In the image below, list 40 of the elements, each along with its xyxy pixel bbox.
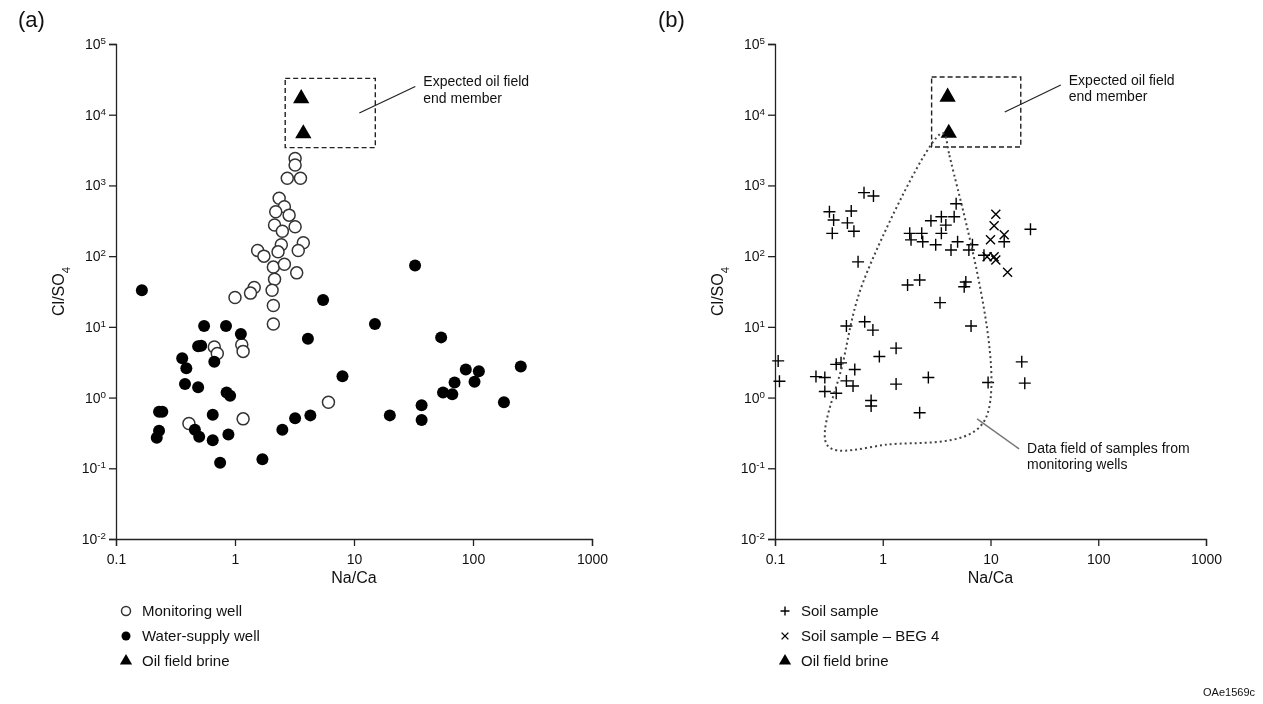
y-tick-label: 10$^{5}$: [743, 34, 766, 52]
x-tick-label: 100: [461, 551, 486, 568]
annotation: Expected oil field end member: [423, 73, 530, 106]
y-tick-label: 10$^{-2}$: [81, 529, 106, 547]
y-tick-label: 10$^{2}$: [84, 246, 106, 265]
x-tick-label: 1000: [1190, 551, 1223, 568]
x-tick-label: 0.1: [106, 551, 127, 568]
y-tick-label: 10$^{4}$: [84, 105, 107, 123]
legend-label: Soil sample: [801, 602, 879, 620]
y-tick-label: 10$^{4}$: [743, 105, 766, 123]
y-tick-label: 10$^{0}$: [743, 388, 766, 406]
x-tick-label: 1: [231, 551, 240, 568]
text: OAe1569c: [1203, 686, 1256, 698]
x-axis-title: Na/Ca: [967, 569, 1014, 586]
y-tick-label: 10$^{1}$: [743, 317, 765, 335]
y-tick-label: 10$^{1}$: [84, 317, 106, 335]
x-tick-label: 1000: [576, 551, 609, 568]
y-tick-label: 10$^{-1}$: [81, 458, 106, 477]
chart-title: (b): [658, 7, 685, 32]
chart-title: (a): [18, 7, 45, 32]
legend-label: Monitoring well: [142, 602, 243, 620]
legend-label: Oil field brine: [142, 652, 230, 670]
x-tick-label: 0.1: [765, 551, 786, 568]
y-tick-label: 10$^{3}$: [743, 175, 766, 194]
legend-label: Oil field brine: [801, 652, 889, 670]
y-tick-label: 10$^{5}$: [84, 34, 107, 52]
y-tick-label: 10$^{2}$: [743, 246, 765, 265]
x-tick-label: 1: [879, 551, 888, 568]
x-tick-label: 10: [346, 551, 363, 568]
legend-label: Water-supply well: [142, 627, 260, 645]
annotation: Data field of samples from monitoring wells: [1027, 439, 1190, 473]
y-tick-label: 10$^{3}$: [84, 175, 107, 194]
x-tick-label: 10: [983, 551, 999, 568]
y-tick-label: 10$^{-2}$: [740, 529, 765, 547]
y-tick-label: 10$^{-1}$: [740, 458, 765, 477]
x-axis-title: Na/Ca: [331, 569, 377, 586]
annotation: Expected oil field end member: [1068, 72, 1175, 105]
y-tick-label: 10$^{0}$: [84, 388, 107, 406]
legend-label: Soil sample – BEG 4: [801, 627, 940, 645]
x-tick-label: 100: [1087, 551, 1111, 568]
